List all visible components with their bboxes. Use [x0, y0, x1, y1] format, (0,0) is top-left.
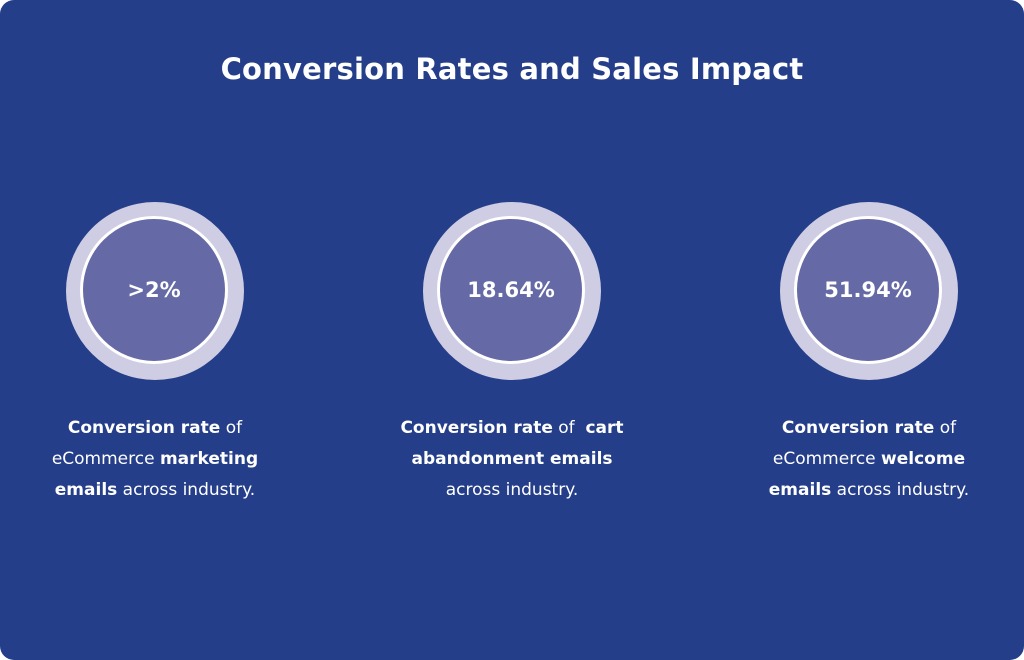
desc-bold: Conversion rate	[67, 418, 221, 438]
desc-line: eCommerce welcome	[719, 444, 1019, 475]
desc-text: across industry.	[117, 480, 256, 500]
desc-text: across industry.	[445, 480, 579, 500]
desc-bold: cart	[585, 418, 624, 438]
desc-bold: Conversion rate	[781, 418, 935, 438]
desc-bold: emails	[768, 480, 832, 500]
desc-text: of	[934, 418, 957, 438]
desc-line: emails across industry.	[719, 475, 1019, 506]
desc-line: eCommerce marketing	[5, 444, 305, 475]
desc-line: Conversion rate of	[719, 413, 1019, 444]
desc-bold: Conversion rate	[400, 418, 553, 438]
desc-text: of	[552, 418, 586, 438]
desc-bold: emails	[54, 480, 118, 500]
stat-description: Conversion rate of cart abandonment emai…	[362, 413, 662, 506]
stat-ring: 18.64%	[423, 202, 601, 380]
desc-line: Conversion rate of cart	[362, 413, 662, 444]
page-title: Conversion Rates and Sales Impact	[220, 52, 804, 86]
desc-bold: abandonment emails	[411, 449, 613, 469]
desc-line: Conversion rate of	[5, 413, 305, 444]
stat-description: Conversion rate of eCommerce welcome ema…	[719, 413, 1019, 506]
desc-bold: marketing	[159, 449, 259, 469]
desc-line: abandonment emails	[362, 444, 662, 475]
stat-value: 51.94%	[794, 216, 942, 364]
stat-ring: >2%	[66, 202, 244, 380]
stat-description: Conversion rate of eCommerce marketing e…	[5, 413, 305, 506]
stat-value: >2%	[80, 216, 228, 364]
desc-text: of	[220, 418, 243, 438]
desc-line: across industry.	[362, 475, 662, 506]
desc-text: eCommerce	[772, 449, 882, 469]
desc-text: eCommerce	[51, 449, 160, 469]
desc-line: emails across industry.	[5, 475, 305, 506]
stat-ring: 51.94%	[780, 202, 958, 380]
desc-bold: welcome	[881, 449, 966, 469]
stat-value: 18.64%	[437, 216, 585, 364]
desc-text: across industry.	[831, 480, 970, 500]
